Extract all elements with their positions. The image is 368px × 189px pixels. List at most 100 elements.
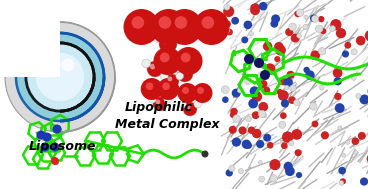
Circle shape xyxy=(289,141,294,146)
Circle shape xyxy=(282,131,293,143)
Circle shape xyxy=(238,169,243,174)
Circle shape xyxy=(333,77,342,85)
Circle shape xyxy=(250,5,260,15)
Circle shape xyxy=(241,36,248,43)
Circle shape xyxy=(202,16,214,29)
Circle shape xyxy=(270,20,278,28)
Circle shape xyxy=(229,165,235,171)
Circle shape xyxy=(172,64,181,73)
Circle shape xyxy=(318,48,326,55)
Circle shape xyxy=(16,33,104,121)
Circle shape xyxy=(284,78,293,87)
Circle shape xyxy=(153,47,181,75)
Circle shape xyxy=(176,72,184,80)
Circle shape xyxy=(259,176,265,182)
Circle shape xyxy=(244,21,252,29)
Circle shape xyxy=(177,83,198,103)
Circle shape xyxy=(294,100,300,106)
Circle shape xyxy=(351,137,359,145)
Circle shape xyxy=(194,9,230,45)
Circle shape xyxy=(356,36,365,46)
Circle shape xyxy=(160,72,168,80)
Circle shape xyxy=(251,3,260,12)
Circle shape xyxy=(288,96,296,104)
Circle shape xyxy=(335,103,344,113)
Circle shape xyxy=(248,99,258,108)
Circle shape xyxy=(310,15,317,22)
Circle shape xyxy=(260,70,270,80)
Circle shape xyxy=(259,2,268,11)
Circle shape xyxy=(270,175,277,182)
Circle shape xyxy=(252,129,262,138)
Circle shape xyxy=(333,68,343,78)
Circle shape xyxy=(269,159,280,170)
Circle shape xyxy=(297,33,301,38)
Circle shape xyxy=(162,82,170,90)
Circle shape xyxy=(155,99,160,104)
Circle shape xyxy=(232,89,241,98)
Circle shape xyxy=(274,56,280,62)
Circle shape xyxy=(280,112,287,119)
Circle shape xyxy=(153,33,163,43)
Circle shape xyxy=(252,111,259,119)
Circle shape xyxy=(346,140,350,144)
Circle shape xyxy=(296,9,304,16)
Circle shape xyxy=(231,17,239,25)
Circle shape xyxy=(305,70,315,80)
Circle shape xyxy=(157,78,179,100)
Circle shape xyxy=(339,180,344,185)
Circle shape xyxy=(315,25,323,33)
Circle shape xyxy=(334,93,342,100)
Circle shape xyxy=(153,97,167,111)
Circle shape xyxy=(338,126,342,130)
Circle shape xyxy=(312,121,318,127)
Circle shape xyxy=(162,38,169,44)
Circle shape xyxy=(263,87,270,94)
Circle shape xyxy=(289,23,296,31)
Circle shape xyxy=(222,26,230,34)
Circle shape xyxy=(330,26,336,32)
Circle shape xyxy=(351,75,357,80)
Circle shape xyxy=(221,86,229,94)
Circle shape xyxy=(310,50,320,60)
Circle shape xyxy=(330,19,342,30)
Circle shape xyxy=(275,45,286,56)
Circle shape xyxy=(40,143,50,152)
Circle shape xyxy=(237,88,243,93)
Circle shape xyxy=(287,71,295,79)
Circle shape xyxy=(148,95,156,103)
Circle shape xyxy=(274,42,284,52)
Circle shape xyxy=(342,50,349,58)
Circle shape xyxy=(159,35,177,53)
Circle shape xyxy=(309,103,317,110)
Circle shape xyxy=(165,74,179,88)
Circle shape xyxy=(277,89,283,95)
Circle shape xyxy=(224,4,230,10)
Circle shape xyxy=(250,86,259,96)
Circle shape xyxy=(174,47,202,75)
Circle shape xyxy=(264,63,276,74)
Circle shape xyxy=(230,112,237,118)
Circle shape xyxy=(340,178,346,184)
Circle shape xyxy=(296,172,302,178)
Circle shape xyxy=(279,121,286,128)
Circle shape xyxy=(294,11,301,17)
Circle shape xyxy=(367,154,368,163)
Circle shape xyxy=(233,115,240,122)
Circle shape xyxy=(290,85,296,91)
Circle shape xyxy=(159,59,168,68)
Circle shape xyxy=(132,16,144,29)
Circle shape xyxy=(285,28,293,36)
Circle shape xyxy=(180,69,185,74)
Circle shape xyxy=(365,30,368,42)
Circle shape xyxy=(192,83,212,103)
Circle shape xyxy=(223,20,231,28)
Polygon shape xyxy=(3,20,60,77)
Circle shape xyxy=(249,31,254,36)
Circle shape xyxy=(321,131,329,139)
Circle shape xyxy=(341,153,346,157)
Circle shape xyxy=(151,9,187,45)
Circle shape xyxy=(267,142,273,149)
Circle shape xyxy=(53,125,61,133)
Circle shape xyxy=(284,85,289,90)
